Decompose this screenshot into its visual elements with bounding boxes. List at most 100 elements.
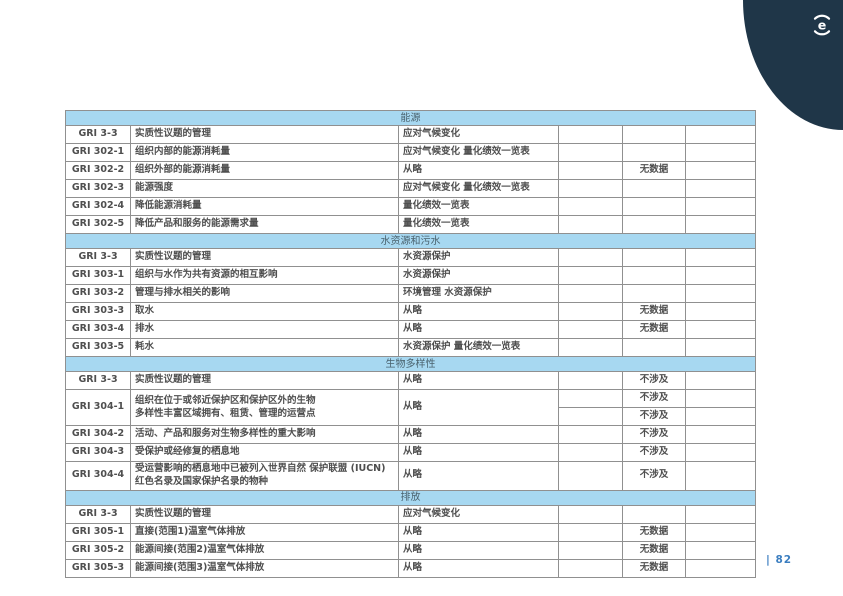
col4-cell xyxy=(558,248,623,267)
col6-cell xyxy=(684,179,757,198)
disclosure-title-cell: 活动、产品和服务对生物多样性的重大影响 xyxy=(130,425,399,444)
col6-cell xyxy=(684,338,757,357)
disclosure-title-cell: 组织在位于或邻近保护区和保护区外的生物 多样性丰富区域拥有、租赁、管理的运营点 xyxy=(130,389,399,426)
location-cell: 环境管理 水资源保护 xyxy=(398,284,559,303)
disclosure-title-cell: 受保护或经修复的栖息地 xyxy=(130,443,399,462)
location-cell: 应对气候变化 xyxy=(398,504,559,524)
brand-logo-icon: e xyxy=(813,14,831,36)
col6-cell xyxy=(684,504,757,524)
gri-code-cell: GRI 302-4 xyxy=(65,197,131,216)
col6-cell xyxy=(684,443,757,462)
disclosure-title-cell: 实质性议题的管理 xyxy=(130,371,399,390)
gri-code-cell: GRI 302-1 xyxy=(65,143,131,162)
col6-cell xyxy=(684,125,757,144)
col6-cell xyxy=(684,407,757,426)
omission-cell xyxy=(622,338,686,357)
location-cell: 从略 xyxy=(398,161,559,180)
table-row: GRI 304-4 受运营影响的栖息地中已被列入世界自然 保护联盟 (IUCN) … xyxy=(65,461,757,491)
table-row: GRI 305-3 能源间接(范围3)温室气体排放 从略 无数据 xyxy=(65,558,757,578)
disclosure-title-cell: 组织外部的能源消耗量 xyxy=(130,161,399,180)
gri-code-cell: GRI 3-3 xyxy=(65,248,131,267)
gri-code-cell: GRI 303-5 xyxy=(65,338,131,357)
location-cell: 从略 xyxy=(398,443,559,462)
location-cell: 水资源保护 量化绩效一览表 xyxy=(398,338,559,357)
disclosure-title-cell: 管理与排水相关的影响 xyxy=(130,284,399,303)
location-cell: 从略 xyxy=(398,540,559,560)
disclosure-title-cell: 组织与水作为共有资源的相互影响 xyxy=(130,266,399,285)
col4-cell xyxy=(558,338,623,357)
gri-code-cell: GRI 304-4 xyxy=(65,461,131,491)
col4-cell xyxy=(558,320,623,339)
col4-cell xyxy=(558,266,623,285)
section-row: 能源 xyxy=(64,110,757,126)
table-row: GRI 302-2 组织外部的能源消耗量 从略 无数据 xyxy=(65,161,757,180)
location-cell: 从略 xyxy=(398,461,559,491)
location-cell: 从略 xyxy=(398,558,559,578)
col6-cell xyxy=(684,371,757,390)
col6-cell xyxy=(684,540,757,560)
gri-table-body: 能源 GRI 3-3 实质性议题的管理 应对气候变化 GRI 302-1 组织内部的能源消… xyxy=(64,110,757,578)
table-row: GRI 303-1 组织与水作为共有资源的相互影响 水资源保护 xyxy=(65,266,757,285)
disclosure-title-cell: 能源强度 xyxy=(130,179,399,198)
location-cell: 从略 xyxy=(398,302,559,321)
location-cell: 从略 xyxy=(398,320,559,339)
omission-cell xyxy=(622,179,686,198)
col6-cell xyxy=(684,266,757,285)
section-row: 生物多样性 xyxy=(64,356,757,372)
col6-cell xyxy=(684,558,757,578)
logo-top-arc xyxy=(813,14,831,20)
disclosure-title-cell: 取水 xyxy=(130,302,399,321)
table-subrow: 不涉及 xyxy=(66,407,757,426)
col4-cell xyxy=(558,540,623,560)
omission-cell: 不涉及 xyxy=(622,389,686,408)
col4-cell xyxy=(558,407,623,426)
omission-cell: 不涉及 xyxy=(622,425,686,444)
gri-code-cell: GRI 3-3 xyxy=(65,371,131,390)
table-row: GRI 303-4 排水 从略 无数据 xyxy=(65,320,757,339)
gri-code-cell: GRI 304-3 xyxy=(65,443,131,462)
col4-cell xyxy=(558,522,623,542)
col6-cell xyxy=(684,143,757,162)
col6-cell xyxy=(684,425,757,444)
table-row: GRI 3-3 实质性议题的管理 应对气候变化 xyxy=(65,125,757,144)
col4-cell xyxy=(558,161,623,180)
disclosure-title-cell: 排水 xyxy=(130,320,399,339)
col6-cell xyxy=(684,522,757,542)
col4-cell xyxy=(558,504,623,524)
location-cell: 应对气候变化 量化绩效一览表 xyxy=(398,143,559,162)
logo-bottom-arc xyxy=(813,30,831,36)
omission-cell: 不涉及 xyxy=(622,371,686,390)
col4-cell xyxy=(558,197,623,216)
location-cell: 从略 xyxy=(398,389,559,426)
omission-cell xyxy=(622,266,686,285)
table-row: GRI 3-3 实质性议题的管理 从略 不涉及 xyxy=(65,371,757,390)
section-header: 排放 xyxy=(64,489,757,506)
gri-code-cell: GRI 3-3 xyxy=(65,504,131,524)
col4-cell xyxy=(558,461,623,491)
location-cell: 水资源保护 xyxy=(398,266,559,285)
location-cell: 量化绩效一览表 xyxy=(398,197,559,216)
col6-cell xyxy=(684,284,757,303)
section-row: 排放 xyxy=(64,489,757,506)
omission-cell: 无数据 xyxy=(622,540,686,560)
table-row: GRI 302-5 降低产品和服务的能源需求量 量化绩效一览表 xyxy=(65,215,757,234)
disclosure-title-cell: 能源间接(范围3)温室气体排放 xyxy=(130,558,399,578)
section-header: 能源 xyxy=(64,110,757,126)
location-cell: 应对气候变化 量化绩效一览表 xyxy=(398,179,559,198)
gri-code-cell: GRI 302-5 xyxy=(65,215,131,234)
gri-code-cell: GRI 304-2 xyxy=(65,425,131,444)
gri-content-index-table: 能源 GRI 3-3 实质性议题的管理 应对气候变化 GRI 302-1 组织内部的能源消… xyxy=(64,110,757,578)
table-row: GRI 304-3 受保护或经修复的栖息地 从略 不涉及 xyxy=(65,443,757,462)
table-row: GRI 3-3 实质性议题的管理 水资源保护 xyxy=(65,248,757,267)
location-cell: 量化绩效一览表 xyxy=(398,215,559,234)
disclosure-title-cell: 实质性议题的管理 xyxy=(130,504,399,524)
col4-cell xyxy=(558,425,623,444)
col4-cell xyxy=(558,143,623,162)
omission-cell xyxy=(622,284,686,303)
table-row: GRI 302-4 降低能源消耗量 量化绩效一览表 xyxy=(65,197,757,216)
omission-cell: 不涉及 xyxy=(622,461,686,491)
location-cell: 水资源保护 xyxy=(398,248,559,267)
disclosure-title-cell: 降低产品和服务的能源需求量 xyxy=(130,215,399,234)
location-cell: 从略 xyxy=(398,371,559,390)
col4-cell xyxy=(558,558,623,578)
